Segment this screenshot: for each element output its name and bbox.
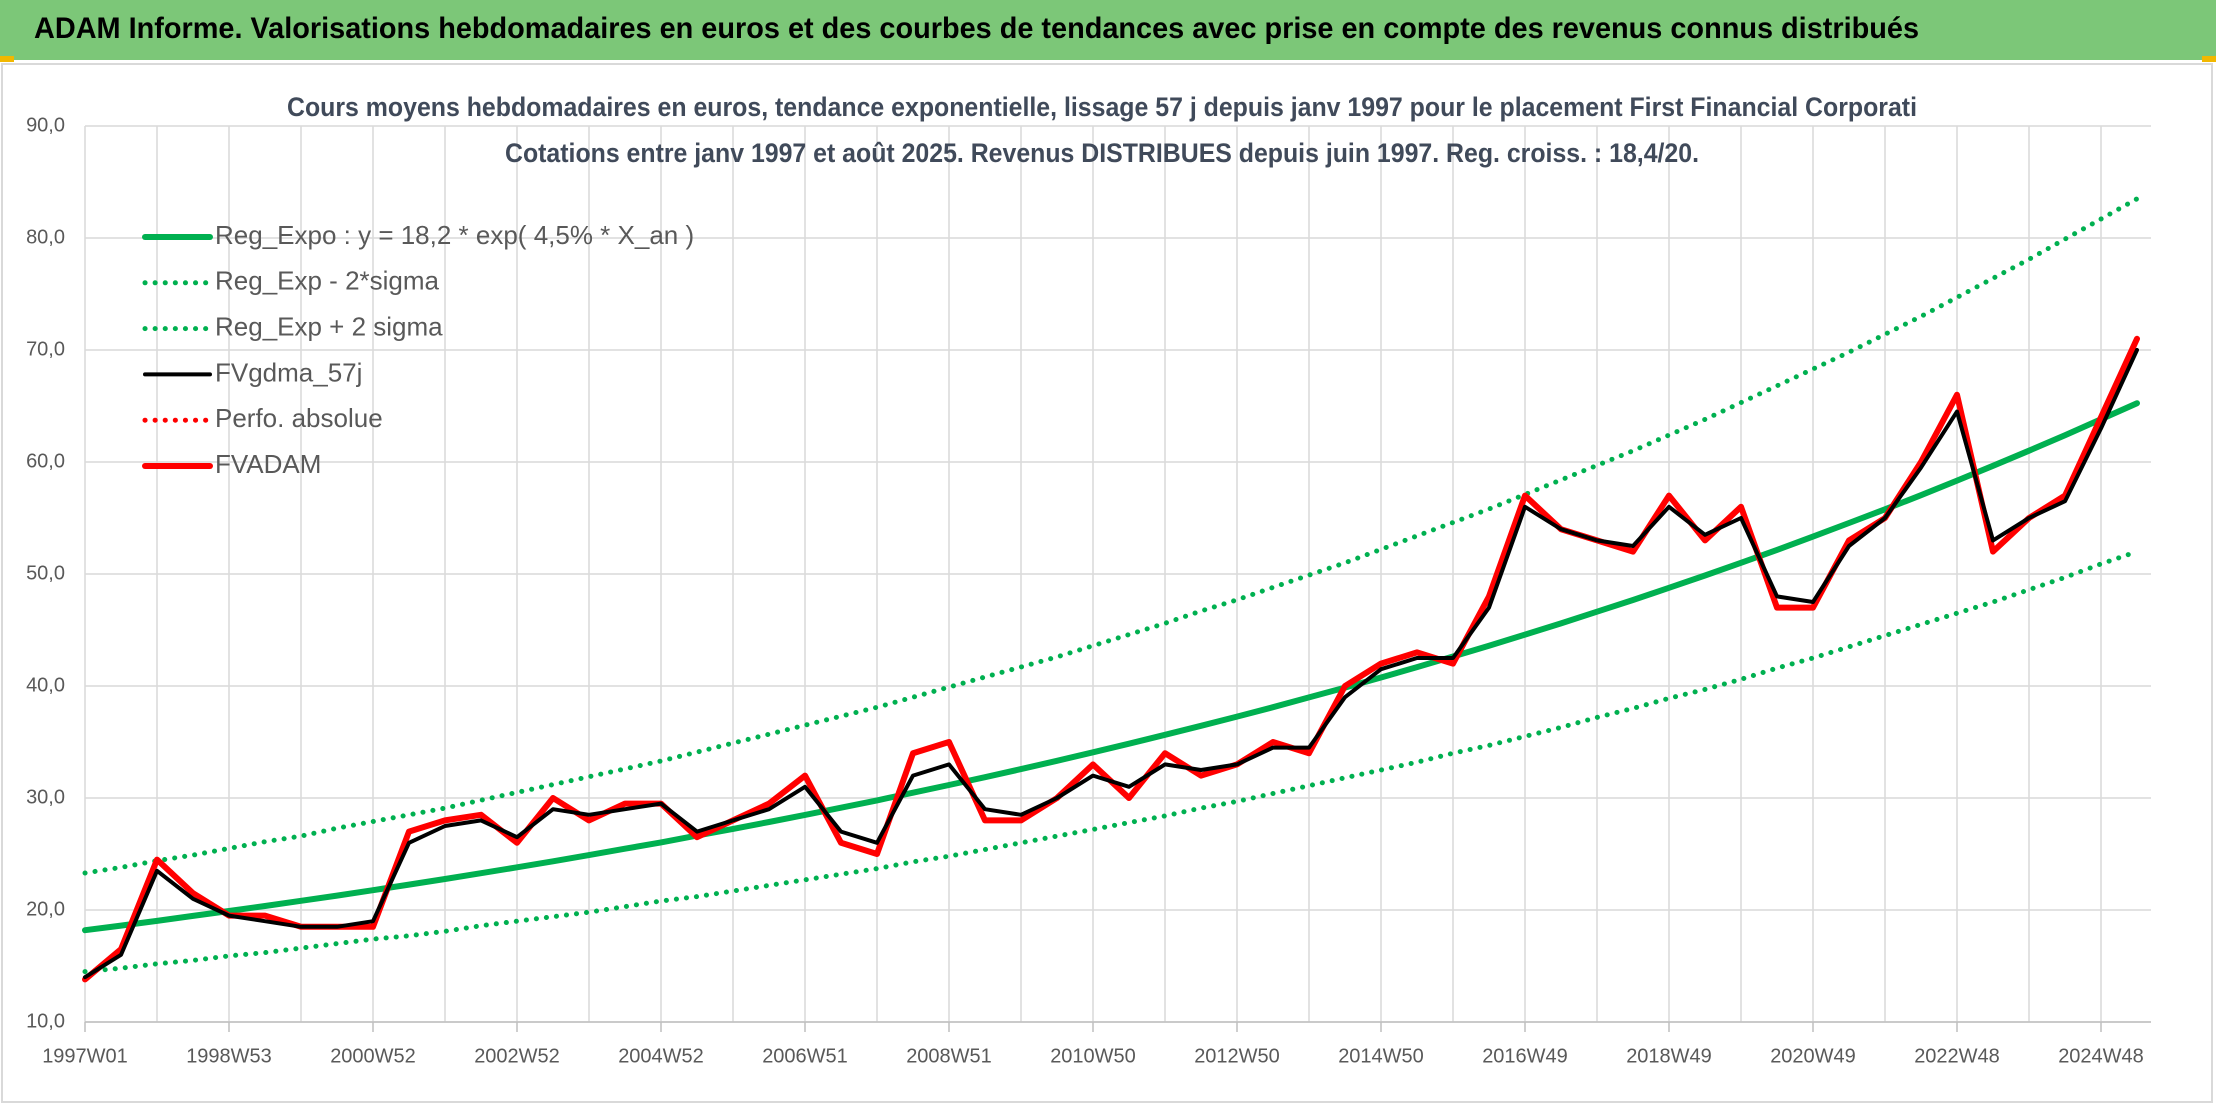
y-tick-label: 50,0 [26,562,65,584]
chart-frame [1,63,2213,1103]
x-tick-label: 2022W48 [1914,1045,2000,1067]
chart-title: Cours moyens hebdomadaires en euros, ten… [287,92,1917,122]
header-title: ADAM Informe. Valorisations hebdomadaire… [34,12,1919,45]
legend-label: FVgdma_57j [215,357,362,387]
y-tick-label: 60,0 [26,450,65,472]
x-tick-label: 2016W49 [1482,1045,1568,1067]
plot: 10,0 20,0 30,0 40,0 50,0 60,0 70,0 80,0 90,0 1997… [26,114,2151,1067]
y-tick-label: 30,0 [26,786,65,808]
x-tick-label: 1998W53 [186,1045,272,1067]
corner-mark [0,56,14,62]
x-tick-label: 2018W49 [1626,1045,1712,1067]
x-tick-label: 2000W52 [330,1045,416,1067]
legend-label: FVADAM [215,449,321,479]
x-tick-label: 2008W51 [906,1045,992,1067]
x-tick-label: 2020W49 [1770,1045,1856,1067]
corner-mark [2202,56,2216,62]
series-line [82,400,2140,934]
header-band [0,0,2216,60]
y-tick-label: 10,0 [26,1010,65,1032]
legend-label: Reg_Exp + 2 sigma [215,311,443,341]
y-tick-label: 40,0 [26,674,65,696]
x-tick-label: 1997W01 [42,1045,128,1067]
legend-label: Reg_Expo : y = 18,2 * exp( 4,5% * X_an ) [215,220,694,250]
x-tick-label: 2014W50 [1338,1045,1424,1067]
x-tick-label: 2004W52 [618,1045,704,1067]
y-tick-label: 70,0 [26,338,65,360]
series-line [83,348,2139,980]
chart-subtitle: Cotations entre janv 1997 et août 2025. … [505,138,1699,168]
x-tick-label: 2012W50 [1194,1045,1280,1067]
legend-label: Reg_Exp - 2*sigma [215,266,440,296]
legend-label: Perfo. absolue [215,403,383,433]
x-tick-label: 2006W51 [762,1045,848,1067]
y-tick-label: 20,0 [26,898,65,920]
x-tick-label: 2010W50 [1050,1045,1136,1067]
series-line [82,549,2140,975]
y-tick-label: 80,0 [26,226,65,248]
x-tick-label: 2024W48 [2058,1045,2144,1067]
y-tick-label: 90,0 [26,114,65,136]
series-line [82,196,2140,876]
x-tick-label: 2002W52 [474,1045,560,1067]
